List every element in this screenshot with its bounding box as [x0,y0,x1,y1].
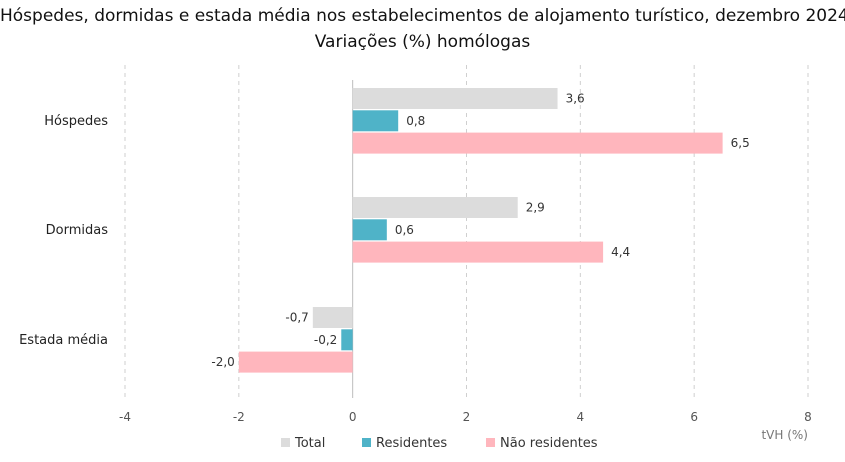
bar [352,110,399,132]
chart-title: Hóspedes, dormidas e estada média nos es… [0,6,845,26]
legend-label: Total [294,436,325,451]
category-label: Hóspedes [44,114,108,129]
bar [341,329,353,351]
data-label: -2,0 [211,355,234,369]
x-tick-label: -2 [233,410,245,424]
bar [352,132,723,154]
data-label: -0,2 [314,333,337,347]
x-axis-unit-label: tVH (%) [761,428,808,442]
bar [238,351,353,373]
chart-subtitle: Variações (%) homólogas [314,32,531,52]
x-tick-label: 4 [577,410,585,424]
legend-swatch [281,438,290,447]
x-tick-label: 0 [349,410,357,424]
bar [352,197,518,218]
x-tick-label: 6 [690,410,698,424]
data-label: 0,6 [395,223,414,237]
x-tick-label: 2 [463,410,471,424]
category-label: Dormidas [46,223,109,238]
data-label: 2,9 [526,201,545,215]
bar [352,219,387,241]
legend-label: Não residentes [500,436,598,451]
legend-label: Residentes [376,436,447,451]
data-label: -0,7 [285,311,308,325]
data-label: 3,6 [566,92,585,106]
bar [352,88,558,109]
data-label: 0,8 [406,114,425,128]
legend-swatch [486,438,495,447]
x-tick-label: 8 [804,410,812,424]
legend-swatch [362,438,371,447]
data-label: 4,4 [611,245,630,259]
bar [352,241,604,263]
category-label: Estada média [19,333,108,348]
bar [312,307,353,328]
x-tick-label: -4 [119,410,131,424]
data-label: 6,5 [731,136,750,150]
